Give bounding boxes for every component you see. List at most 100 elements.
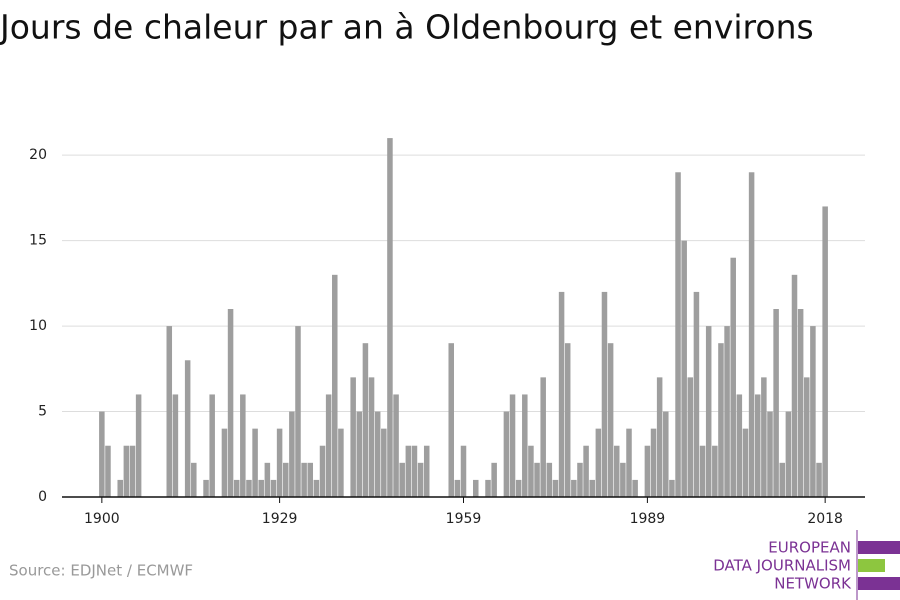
- logo-bar: [858, 559, 885, 572]
- bar: [791, 274, 798, 497]
- bar: [650, 428, 657, 497]
- bar: [270, 479, 277, 497]
- logo: EUROPEAN DATA JOURNALISM NETWORK: [713, 530, 900, 600]
- bar: [626, 428, 632, 497]
- bar: [785, 411, 792, 497]
- bar: [129, 445, 136, 497]
- bar: [454, 479, 461, 497]
- bar: [663, 411, 669, 497]
- bar: [368, 377, 375, 497]
- bar: [822, 206, 828, 498]
- bar: [184, 360, 191, 497]
- bar: [289, 411, 295, 497]
- bar: [282, 462, 289, 497]
- y-tick-label: 0: [38, 489, 47, 505]
- y-tick-label: 20: [29, 147, 47, 163]
- source: Source: EDJNet / ECMWF: [9, 562, 193, 580]
- x-tick-label: 1989: [630, 511, 666, 527]
- bar: [552, 479, 559, 497]
- bar: [522, 394, 528, 497]
- bar: [203, 479, 209, 497]
- bar: [705, 326, 712, 497]
- bar: [656, 377, 663, 497]
- bar: [485, 479, 491, 497]
- bar: [350, 377, 356, 497]
- bar: [503, 411, 510, 497]
- bar: [307, 462, 314, 497]
- bar: [460, 445, 467, 497]
- bar: [607, 343, 614, 497]
- bar: [117, 479, 123, 497]
- logo-text: DATA JOURNALISM: [713, 557, 851, 575]
- bar: [393, 394, 399, 497]
- bar: [301, 462, 307, 497]
- bar: [748, 172, 755, 498]
- bar: [387, 138, 393, 497]
- y-tick-label: 5: [38, 404, 47, 420]
- y-tick-label: 10: [29, 318, 47, 334]
- bar: [620, 462, 626, 497]
- bar: [810, 326, 816, 497]
- chart-title: Jours de chaleur par an à Oldenbourg et …: [0, 8, 814, 47]
- bar: [724, 326, 730, 497]
- bar: [491, 462, 497, 497]
- bar: [105, 445, 111, 497]
- bar: [589, 479, 595, 497]
- bar: [356, 411, 363, 497]
- bar: [405, 445, 412, 497]
- bar: [313, 479, 320, 497]
- bar: [227, 309, 234, 497]
- bar: [264, 462, 271, 497]
- bar: [362, 343, 369, 497]
- bar: [515, 479, 522, 497]
- bar: [509, 394, 516, 497]
- bar: [754, 394, 761, 497]
- bar: [681, 240, 687, 498]
- logo-bar: [858, 577, 900, 590]
- bar: [669, 479, 675, 497]
- bar: [166, 326, 173, 497]
- bar: [276, 428, 283, 497]
- logo-text: EUROPEAN: [768, 539, 851, 557]
- bar: [246, 479, 252, 497]
- bar: [816, 462, 822, 497]
- bar: [233, 479, 240, 497]
- bar: [534, 462, 540, 497]
- bar: [123, 445, 130, 497]
- bar: [558, 291, 565, 497]
- y-tick-label: 15: [29, 233, 47, 249]
- bar: [632, 479, 638, 497]
- bar: [742, 428, 749, 497]
- bar: [338, 428, 344, 497]
- bar: [571, 479, 577, 497]
- x-tick-label: 1929: [262, 511, 298, 527]
- bar: [804, 377, 810, 497]
- bar: [221, 428, 228, 497]
- bar: [577, 462, 583, 497]
- bar: [325, 394, 332, 497]
- logo-bar: [858, 541, 900, 554]
- bar: [736, 394, 743, 497]
- bar: [699, 445, 706, 497]
- bar: [528, 445, 534, 497]
- bar: [258, 479, 264, 497]
- bar: [540, 377, 546, 497]
- bar: [718, 343, 724, 497]
- bar: [730, 257, 736, 497]
- bar: [381, 428, 387, 497]
- bar: [423, 445, 430, 497]
- bar: [209, 394, 215, 497]
- bar: [583, 445, 589, 497]
- bar: [99, 411, 105, 497]
- x-tick-label: 1959: [446, 511, 482, 527]
- bar: [374, 411, 381, 497]
- bar: [712, 445, 718, 497]
- bar: [295, 326, 301, 497]
- bar: [135, 394, 142, 497]
- bar: [767, 411, 773, 497]
- bar: [601, 291, 608, 497]
- bar: [546, 462, 553, 497]
- bar: [779, 462, 786, 497]
- bar: [319, 445, 326, 497]
